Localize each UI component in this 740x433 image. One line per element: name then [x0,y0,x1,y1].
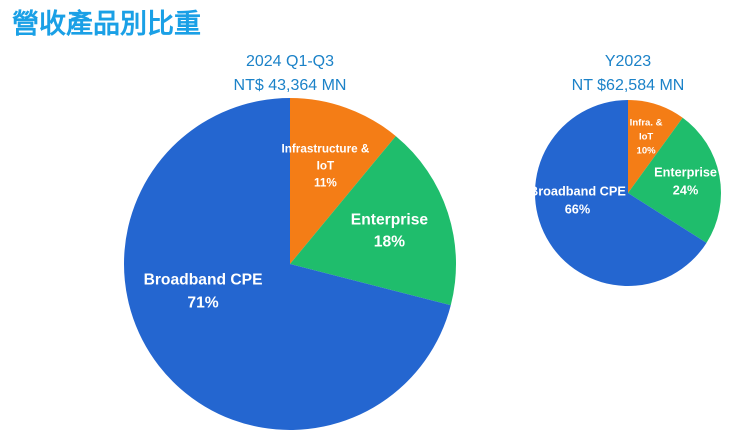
slice-label: Infra. & IoT 10% [622,117,670,158]
slice-category: Infrastructure & IoT [281,142,370,173]
slice-value: 71% [187,293,219,311]
slice-label: Enterprise 18% [351,209,428,254]
slice-category: Enterprise [350,211,429,228]
pie-slice [290,98,396,264]
slice-label: Infrastructure & IoT 11% [273,140,379,191]
chart-heading: Y2023 NT $62,584 MN [572,50,685,98]
slice-category: Broadband CPE [529,183,626,199]
chart-subtitle: NT $62,584 MN [571,77,685,94]
slice-value: 18% [373,233,406,251]
chart-subtitle: NT$ 43,364 MN [233,77,347,94]
pie-slice [628,117,721,243]
pie-slice [628,100,683,193]
chart-title: 2024 Q1-Q3 [245,53,335,70]
slice-category: Infra. & IoT [629,117,663,143]
slice-category: Broadband CPE [143,271,263,289]
slice-category: Enterprise [654,164,718,180]
slice-label: Broadband CPE 66% [529,182,626,219]
pie-slice [535,100,707,287]
chart-title: Y2023 [604,53,652,70]
slice-label: Broadband CPE 71% [144,269,263,314]
pie-slice [290,136,456,306]
slice-value: 66% [564,201,591,217]
pie-slice [123,98,451,430]
slice-label: Enterprise 24% [654,164,717,201]
page-title: 營收產品別比重 [12,9,201,39]
chart-heading: 2024 Q1-Q3 NT$ 43,364 MN [234,50,347,98]
slice-value: 10% [636,145,656,157]
slice-value: 11% [314,176,337,190]
slice-value: 24% [672,183,699,199]
